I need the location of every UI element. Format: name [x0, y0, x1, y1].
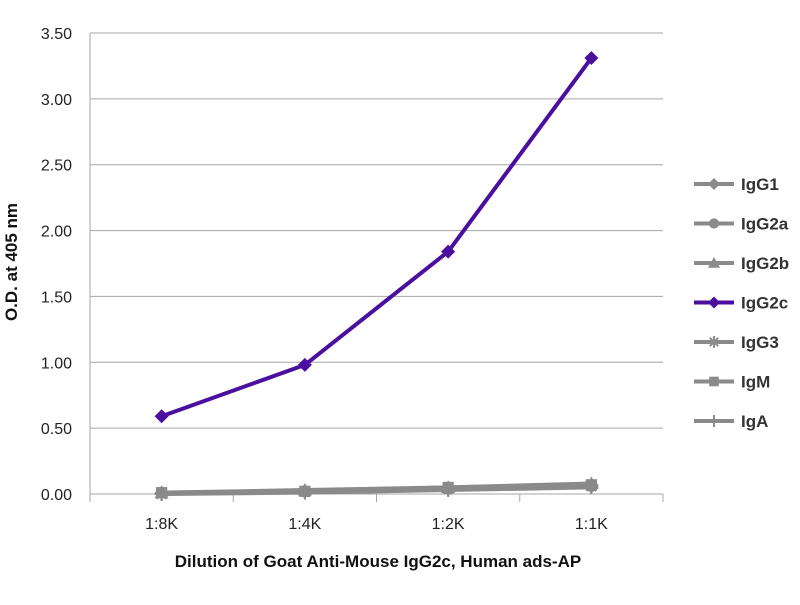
series-line-igg2c	[160, 56, 593, 419]
legend-marker-igg3	[708, 336, 720, 348]
legend-item-igg3: IgG3	[694, 333, 779, 352]
data-point-igg2c	[441, 244, 456, 259]
series-lines	[154, 51, 599, 501]
data-point-iga	[441, 483, 456, 498]
legend-marker-igg2c	[708, 296, 720, 309]
y-tick-label: 2.00	[41, 224, 72, 241]
legend-marker-igm	[709, 376, 719, 387]
y-tick-label: 2.50	[41, 158, 72, 175]
legend-marker-iga	[708, 415, 720, 427]
x-tick-label: 1:8K	[145, 516, 178, 533]
gridlines	[90, 32, 663, 429]
x-tick-label: 1:4K	[288, 516, 321, 533]
legend-item-iga: IgA	[694, 412, 768, 431]
legend-marker-igg1	[708, 178, 720, 190]
x-tick-label: 1:2K	[432, 516, 465, 533]
y-tick-label: 1.50	[41, 289, 72, 306]
legend-item-igg1: IgG1	[694, 175, 779, 194]
legend-label-iga: IgA	[741, 412, 768, 431]
series-iga	[154, 480, 599, 501]
series-igg2c	[154, 51, 599, 424]
y-tick-label: 0.50	[41, 421, 72, 438]
data-point-igg2c	[297, 357, 312, 372]
legend-label-igg2b: IgG2b	[741, 254, 789, 273]
legend-marker-igg2a	[708, 218, 720, 229]
legend-label-igg3: IgG3	[741, 333, 779, 352]
data-point-igg2c	[584, 51, 599, 66]
data-point-iga	[154, 487, 169, 501]
data-point-iga	[297, 485, 312, 500]
data-point-igg2c	[154, 409, 169, 424]
data-point-iga	[584, 480, 599, 495]
y-tick-label: 0.00	[41, 487, 72, 504]
legend-label-igg2a: IgG2a	[741, 215, 789, 234]
legend-item-igm: IgM	[694, 373, 770, 392]
legend-label-igm: IgM	[741, 373, 770, 392]
legend-marker-igg2b	[708, 257, 720, 268]
y-tick-label: 1.00	[41, 355, 72, 372]
x-tick-label: 1:1K	[575, 516, 608, 533]
series-line-iga	[161, 485, 592, 496]
legend-label-igg1: IgG1	[741, 175, 779, 194]
legend-item-igg2b: IgG2b	[694, 254, 789, 273]
y-axis-title: O.D. at 405 nm	[2, 203, 21, 321]
legend: IgG1 IgG2a IgG2b IgG2c IgG3 IgM IgA	[694, 175, 789, 431]
x-axis-title: Dilution of Goat Anti-Mouse IgG2c, Human…	[175, 552, 581, 571]
legend-item-igg2a: IgG2a	[694, 215, 789, 234]
axes: 0.00 0.50 1.00 1.50 2.00 2.50 3.00 3.50 1:8K 1:4K…	[41, 26, 664, 533]
y-tick-label: 3.50	[41, 26, 72, 43]
legend-item-igg2c: IgG2c	[694, 294, 788, 313]
y-tick-label: 3.00	[41, 92, 72, 109]
legend-label-igg2c: IgG2c	[741, 294, 788, 313]
